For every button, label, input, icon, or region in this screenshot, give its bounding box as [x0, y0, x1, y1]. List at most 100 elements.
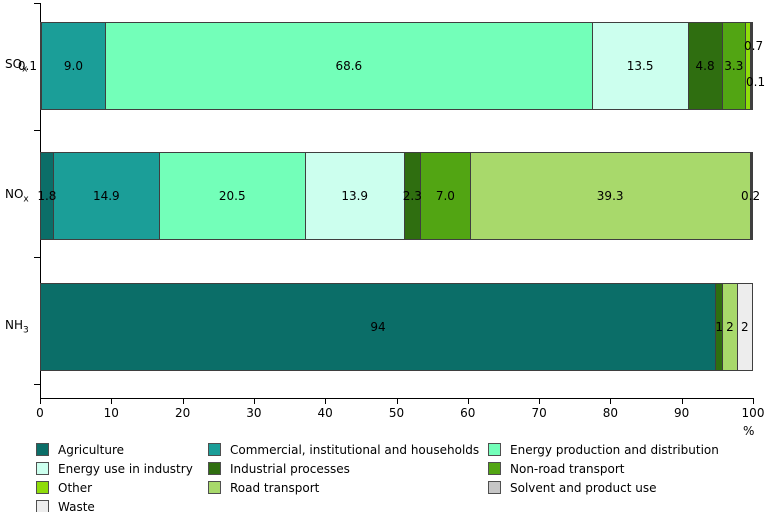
bar-segment-sox-energy-use-in-industry: 13.5 [592, 23, 689, 109]
y-axis-label-nh3: NH3 [5, 318, 29, 336]
bar-segment-nh3-road-transport-value-label: 2 [726, 320, 734, 334]
bar-segment-nox-agriculture-value-label: 1.8 [37, 189, 57, 203]
y-axis-label-sox: SOx [5, 57, 28, 75]
legend-label-solvent-and-product-use: Solvent and product use [510, 480, 657, 495]
bar-segment-nox-energy-use-in-industry-value-label: 13.9 [341, 189, 369, 203]
bar-segment-sox-non-road-transport: 3.3 [722, 23, 747, 109]
x-axis-tick-50 [396, 399, 398, 404]
legend-swatch-commercial-institutional-and-households-icon [208, 443, 221, 456]
plot-area: 0 10 20 30 40 50 60 70 80 90 100 0.1 9.0 68.6 13.5 4.8 3… [18, 0, 765, 512]
x-axis-tick-70 [539, 399, 541, 404]
bar-segment-nox-road-transport: 39.3 [470, 153, 751, 239]
x-axis-tick-label-100: 100 [741, 406, 765, 420]
bar-segment-nox-energy-use-in-industry: 13.9 [305, 153, 405, 239]
bar-segment-nh3-waste: 2 [737, 284, 752, 370]
legend-label-waste: Waste [58, 499, 95, 512]
x-axis-tick-0 [40, 399, 41, 404]
bar-segment-nox-commercial-institutional-and-households-value-label: 14.9 [92, 189, 120, 203]
bar-nh3: 94 1 2 2 [40, 283, 753, 371]
y-axis-tick-0 [34, 3, 41, 4]
legend-swatch-solvent-and-product-use-icon [488, 481, 501, 494]
bar-segment-nox-road-transport-value-label: 39.3 [596, 189, 624, 203]
legend-label-energy-production-and-distribution: Energy production and distribution [510, 442, 719, 457]
legend-item-waste: Waste [36, 500, 208, 512]
bar-segment-nox-waste-value-label: 0.2 [741, 189, 761, 203]
bar-segment-sox-agriculture-value-label: 0.1 [17, 59, 37, 73]
bar-segment-nh3-agriculture-value-label: 94 [370, 320, 386, 334]
bar-segment-sox-energy-production-and-distribution-value-label: 68.6 [335, 59, 363, 73]
legend-label-road-transport: Road transport [230, 480, 320, 495]
x-axis-tick-label-30: 30 [246, 406, 262, 420]
legend-item-industrial-processes: Industrial processes [208, 462, 488, 476]
legend-swatch-non-road-transport-icon [488, 462, 501, 475]
y-axis-tick-2 [34, 257, 41, 258]
bar-segment-sox-non-road-transport-value-label: 3.3 [724, 59, 744, 73]
bar-nox: 1.8 14.9 20.5 13.9 2.3 7.0 39.3 0.2 [37, 152, 760, 240]
x-axis-tick-90 [681, 399, 683, 404]
x-axis-tick-label-80: 80 [602, 406, 619, 420]
x-axis-tick-label-70: 70 [531, 406, 547, 420]
bar-segment-nox-non-road-transport: 7.0 [421, 153, 471, 239]
bar-segment-sox-energy-production-and-distribution: 68.6 [105, 23, 593, 109]
x-axis-tick-20 [182, 399, 184, 404]
x-axis-tick-80 [610, 399, 612, 404]
bar-segment-nh3-waste-value-label: 2 [740, 320, 749, 334]
x-axis-tick-10 [111, 399, 113, 404]
bar-segment-sox-commercial-institutional-and-households-value-label: 9.0 [63, 59, 83, 73]
x-axis-tick-label-10: 10 [103, 406, 119, 420]
legend-item-commercial-institutional-and-households: Commercial, institutional and households [208, 443, 488, 457]
legend-label-industrial-processes: Industrial processes [230, 461, 350, 476]
legend-item-road-transport: Road transport [208, 481, 488, 495]
bar-segment-sox-energy-use-in-industry-value-label: 13.5 [626, 59, 654, 73]
legend-swatch-other-icon [36, 481, 49, 494]
legend-swatch-energy-production-and-distribution-icon [488, 443, 501, 456]
y-axis-label-nox: NOx [5, 187, 29, 205]
x-axis-tick-label-0: 0 [36, 406, 44, 420]
bar-segment-nh3-industrial-processes: 1 [715, 284, 724, 370]
bar-segment-nh3-agriculture: 94 [41, 284, 717, 370]
bar-segment-sox-road-transport [751, 23, 752, 109]
bar-segment-nox-non-road-transport-value-label: 7.0 [435, 189, 455, 203]
legend-item-solvent-and-product-use: Solvent and product use [488, 481, 760, 495]
bar-segment-nox-energy-production-and-distribution-value-label: 20.5 [218, 189, 246, 203]
bar-segment-sox-other [746, 23, 751, 109]
bar-segment-nox-agriculture: 1.8 [37, 153, 56, 239]
legend-item-agriculture: Agriculture [36, 443, 208, 457]
legend-label-commercial-institutional-and-households: Commercial, institutional and households [230, 442, 480, 457]
bar-segment-sox-road-transport-value-label: 0.1 [746, 75, 766, 89]
legend-swatch-waste-icon [36, 500, 49, 512]
bar-segment-nox-industrial-processes-value-label: 2.3 [402, 189, 422, 203]
legend-label-agriculture: Agriculture [58, 442, 124, 457]
x-axis-tick-label-50: 50 [388, 406, 405, 420]
x-axis-tick-30 [253, 399, 255, 404]
bar-segment-nox-waste [750, 153, 752, 239]
x-axis-tick-100 [753, 399, 754, 404]
y-axis-tick-3 [34, 384, 41, 385]
legend-swatch-industrial-processes-icon [208, 462, 221, 475]
legend-swatch-agriculture-icon [36, 443, 49, 456]
legend-item-non-road-transport: Non-road transport [488, 462, 760, 476]
legend-item-other: Other [36, 481, 208, 495]
legend-swatch-energy-use-in-industry-icon [36, 462, 49, 475]
bar-segment-nox-commercial-institutional-and-households: 14.9 [53, 153, 160, 239]
bar-segment-nh3-industrial-processes-value-label: 1 [715, 320, 723, 334]
legend-swatch-road-transport-icon [208, 481, 221, 494]
bar-segment-sox-agriculture [41, 23, 42, 109]
bar-segment-nox-energy-production-and-distribution: 20.5 [159, 153, 306, 239]
x-axis-tick-label-90: 90 [674, 406, 690, 420]
legend-item-energy-use-in-industry: Energy use in industry [36, 462, 208, 476]
bar-segment-nox-industrial-processes: 2.3 [402, 153, 422, 239]
x-axis-tick-40 [325, 399, 327, 404]
x-axis [40, 398, 754, 399]
bar-segment-sox-commercial-institutional-and-households: 9.0 [42, 23, 106, 109]
bar-segment-sox-other-value-label: 0.7 [744, 39, 764, 53]
x-axis-tick-60 [467, 399, 469, 404]
x-axis-tick-label-60: 60 [460, 406, 476, 420]
legend-item-energy-production-and-distribution: Energy production and distribution [488, 443, 760, 457]
y-axis-tick-1 [34, 130, 41, 131]
legend-label-non-road-transport: Non-road transport [510, 461, 625, 476]
bar-segment-sox-industrial-processes: 4.8 [688, 23, 723, 109]
bar-sox: 0.1 9.0 68.6 13.5 4.8 3.3 0.7 0.1 [18, 22, 765, 110]
bar-segment-nh3-road-transport: 2 [723, 284, 738, 370]
